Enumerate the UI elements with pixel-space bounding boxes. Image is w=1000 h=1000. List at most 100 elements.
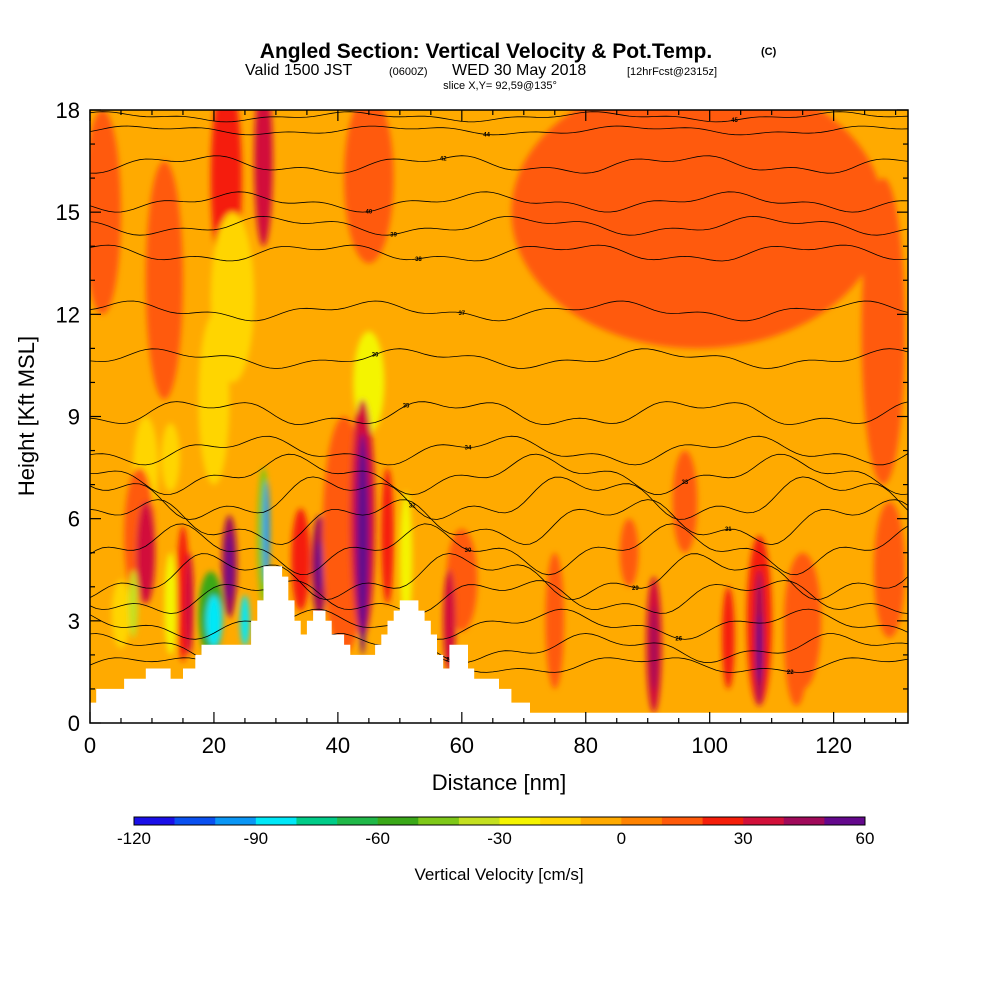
colorbar-swatch — [499, 817, 541, 825]
theta-contour-label: 44 — [483, 132, 490, 138]
theta-contour — [90, 553, 908, 601]
velocity-cell — [161, 423, 180, 492]
colorbar-tick-label: -30 — [487, 829, 512, 848]
y-tick-label: 0 — [68, 711, 80, 736]
theta-contour-label: 45 — [731, 118, 738, 124]
colorbar-swatch — [337, 817, 378, 825]
velocity-cell — [226, 532, 233, 601]
colorbar-swatch — [174, 817, 216, 825]
subtitle-date: WED 30 May 2018 — [452, 62, 586, 79]
velocity-cell — [145, 161, 183, 400]
theta-contour-label: 39 — [390, 232, 397, 238]
y-tick-label: 3 — [68, 609, 80, 634]
colorbar-title: Vertical Velocity [cm/s] — [414, 865, 583, 884]
velocity-cell — [136, 501, 156, 604]
velocity-field — [90, 110, 905, 713]
velocity-cell — [316, 540, 323, 592]
velocity-cell — [291, 508, 310, 611]
theta-contour — [90, 476, 908, 520]
colorbar-tick-label: -120 — [117, 829, 151, 848]
colorbar-tick-label: 60 — [856, 829, 875, 848]
velocity-cell — [650, 605, 658, 691]
velocity-cell — [784, 569, 809, 706]
theta-contour-label: 40 — [366, 210, 373, 216]
chart-title: Angled Section: Vertical Velocity & Pot.… — [260, 40, 712, 63]
chart-title-units: (C) — [761, 46, 777, 58]
colorbar-swatch — [296, 817, 338, 825]
colorbar-tick-label: 0 — [617, 829, 626, 848]
theta-contour-label: 38 — [415, 257, 422, 263]
colorbar-frame — [133, 816, 866, 826]
terrain-mask — [90, 566, 908, 723]
subtitle-valid-time: Valid 1500 JST — [245, 62, 353, 79]
y-tick-label: 18 — [56, 98, 80, 123]
velocity-cell — [722, 586, 735, 689]
colorbar-swatch — [661, 817, 703, 825]
x-tick-label: 0 — [84, 733, 96, 758]
theta-contour — [90, 348, 908, 369]
velocity-cell — [359, 552, 366, 655]
colorbar-swatch — [702, 817, 744, 825]
colorbar-swatch — [458, 817, 500, 825]
theta-contour-label: 32 — [409, 503, 416, 509]
theta-contour-label: 26 — [675, 637, 682, 643]
theta-contour — [90, 191, 908, 213]
velocity-cell — [756, 614, 762, 683]
theta-contour — [90, 244, 908, 262]
theta-contour-label: 35 — [403, 404, 410, 410]
colorbar-swatch — [255, 817, 297, 825]
theta-contour — [90, 300, 908, 322]
x-tick-label: 100 — [691, 733, 728, 758]
y-tick-label: 15 — [56, 200, 80, 225]
colorbar-swatch — [621, 817, 663, 825]
theta-contour-label: 30 — [465, 548, 472, 554]
velocity-cell — [381, 467, 394, 604]
colorbar-swatch — [580, 817, 622, 825]
colorbar-swatch — [215, 817, 257, 825]
colorbar-tick-label: 30 — [734, 829, 753, 848]
theta-contour-label: 33 — [682, 480, 689, 486]
subtitle-utc: (0600Z) — [389, 66, 428, 78]
velocity-cell — [344, 110, 394, 264]
velocity-cell — [198, 314, 230, 485]
colorbar-swatch — [783, 817, 825, 825]
theta-contour-label: 42 — [440, 157, 447, 163]
x-axis-label: Distance [nm] — [432, 770, 567, 795]
velocity-cell — [861, 178, 905, 485]
velocity-cell — [545, 552, 565, 689]
velocity-cell — [356, 433, 369, 638]
theta-contour-label: 31 — [725, 527, 732, 533]
colorbar-swatch — [743, 817, 785, 825]
velocity-cell — [111, 579, 131, 649]
colorbar-tick-label: -90 — [244, 829, 269, 848]
theta-contour — [90, 580, 908, 614]
subtitle-forecast: [12hrFcst@2315z] — [627, 66, 717, 78]
colorbar: -120 -90 -60 -30 0 30 60 — [117, 816, 875, 848]
velocity-cell — [184, 552, 194, 655]
theta-contour-label: 36 — [372, 353, 379, 359]
theta-contour — [90, 453, 908, 496]
x-tick-label: 120 — [815, 733, 852, 758]
velocity-cell — [90, 110, 121, 315]
y-tick-label: 9 — [68, 405, 80, 430]
plot-area: 22242628293031323334353637383940424445 — [90, 110, 908, 723]
velocity-cell — [263, 481, 270, 584]
y-tick-label: 12 — [56, 302, 80, 327]
colorbar-swatch — [540, 817, 582, 825]
velocity-cell — [619, 518, 639, 587]
colorbar-swatch — [824, 817, 866, 825]
theta-contour-label: 29 — [632, 586, 639, 592]
y-axis: 0 36 9 12 15 18 — [56, 98, 908, 736]
theta-contour — [90, 608, 908, 640]
theta-contour — [90, 401, 908, 426]
velocity-cell — [254, 110, 273, 247]
velocity-cell — [399, 491, 413, 628]
theta-contour — [90, 215, 908, 236]
colorbar-swatch — [418, 817, 460, 825]
theta-contour-label: 37 — [458, 311, 465, 317]
theta-contour — [90, 523, 908, 576]
velocity-cell — [206, 595, 222, 647]
x-tick-label: 80 — [574, 733, 598, 758]
x-tick-label: 60 — [450, 733, 474, 758]
